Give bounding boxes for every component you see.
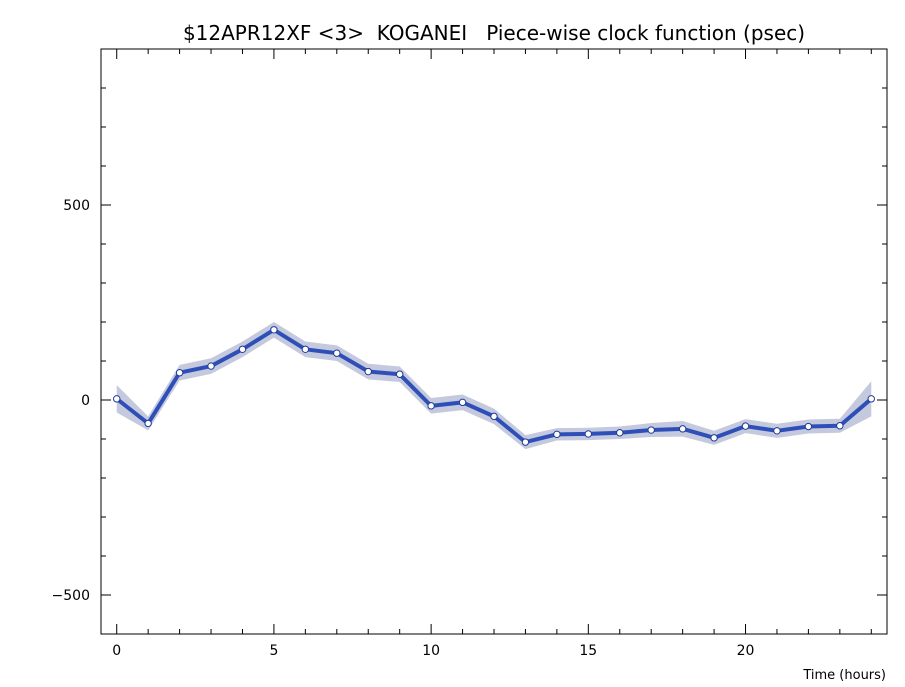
- data-point: [301, 345, 310, 353]
- x-tick-label: 10: [422, 643, 440, 659]
- data-point: [710, 434, 718, 442]
- data-point: [333, 349, 341, 357]
- x-tick-label: 0: [112, 643, 121, 659]
- data-point: [836, 422, 844, 430]
- tick-labels: 0 5 10 15 20 −500 0 500: [52, 198, 755, 659]
- data-point: [364, 367, 372, 376]
- data-point: [458, 398, 467, 407]
- chart-title: $12APR12XF <3> KOGANEI Piece-wise clock …: [183, 21, 805, 45]
- y-tick-label: 500: [63, 198, 90, 214]
- data-point: [207, 362, 215, 370]
- data-point: [584, 430, 593, 438]
- data-point: [175, 369, 184, 377]
- data-point: [521, 438, 530, 446]
- y-tick-label: −500: [52, 588, 90, 604]
- x-tick-label: 20: [737, 643, 755, 659]
- data-point: [427, 402, 435, 410]
- data-point: [490, 412, 498, 421]
- data-point: [270, 326, 278, 334]
- data-point: [553, 430, 561, 439]
- data-point: [395, 370, 404, 378]
- plot-frame: [100, 48, 888, 635]
- data-point: [238, 345, 247, 353]
- x-tick-label: 15: [579, 643, 597, 659]
- y-tick-label: 0: [81, 393, 90, 409]
- uncertainty-band: [116, 322, 872, 450]
- data-point: [647, 426, 655, 434]
- data-point: [741, 422, 750, 430]
- x-axis-label: Time (hours): [802, 668, 886, 683]
- data-point: [804, 422, 813, 431]
- data-point: [678, 425, 687, 433]
- data-point: [616, 429, 624, 437]
- data-point: [113, 395, 121, 403]
- data-point: [773, 427, 781, 435]
- axis-ticks: [101, 48, 887, 635]
- data-point: [867, 395, 875, 403]
- data-points: [113, 326, 875, 446]
- x-tick-label: 5: [269, 643, 278, 659]
- data-point: [144, 419, 152, 428]
